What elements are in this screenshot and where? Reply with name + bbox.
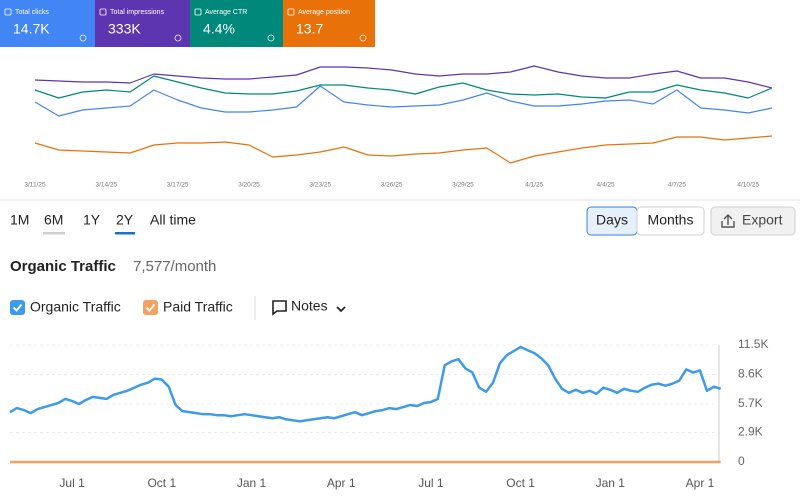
series-line [34, 85, 773, 117]
metric-checkbox [4, 8, 12, 16]
metric-checkbox [287, 8, 295, 16]
y-tick-label: 0 [738, 454, 745, 468]
range-tab[interactable]: 1Y [83, 212, 101, 228]
range-tab[interactable]: All time [150, 212, 196, 228]
x-tick-label: 4/7/25 [668, 182, 686, 189]
range-tab[interactable]: 1M [10, 212, 29, 228]
x-tick-label: 4/4/25 [597, 182, 615, 189]
y-tick-label: 8.6K [738, 367, 763, 381]
metric-checkbox [194, 8, 202, 16]
x-tick-label: 3/26/25 [381, 182, 403, 189]
x-tick-label: 3/20/25 [238, 182, 260, 189]
x-tick-label: 3/14/25 [95, 182, 117, 189]
notes-icon [272, 300, 287, 316]
x-tick-label: 4/1/25 [525, 182, 543, 189]
metric-label: Total impressions [110, 9, 165, 16]
x-tick-label: Oct 1 [506, 476, 535, 490]
metric-card[interactable] [95, 0, 190, 47]
export-button[interactable] [710, 206, 796, 236]
subtitle: 7,577/month [133, 258, 216, 275]
range-tab[interactable]: 6M [44, 212, 63, 228]
export-label: Export [742, 212, 783, 228]
legend-check [12, 303, 23, 312]
metric-label: Average CTR [205, 9, 247, 16]
legend-checkbox[interactable] [143, 300, 158, 315]
legend-checkbox[interactable] [10, 300, 25, 315]
legend-label: Organic Traffic [30, 299, 121, 315]
metric-card[interactable] [283, 0, 375, 47]
x-tick-label: 3/11/25 [24, 182, 46, 189]
series-line [9, 345, 722, 423]
metric-help-icon [359, 34, 367, 42]
metric-label: Total clicks [15, 9, 49, 16]
y-tick-label: 11.5K [738, 337, 768, 351]
metric-card[interactable] [0, 0, 95, 47]
metric-checkbox [99, 8, 107, 16]
view-button-label: Days [596, 212, 628, 228]
x-tick-label: Apr 1 [686, 476, 715, 490]
x-tick-label: 3/17/25 [167, 182, 189, 189]
metric-value: 333K [108, 21, 141, 37]
series-line [34, 65, 773, 89]
legend-label: Paid Traffic [163, 299, 233, 315]
notes-chevron [336, 306, 346, 313]
metric-help-icon [79, 34, 87, 42]
metric-value: 4.4% [203, 21, 235, 37]
metric-help-icon [174, 34, 182, 42]
metric-card[interactable] [190, 0, 283, 47]
legend-check [145, 303, 156, 312]
metric-value: 13.7 [296, 21, 323, 37]
x-tick-label: Jan 1 [596, 476, 626, 490]
x-tick-label: Apr 1 [327, 476, 356, 490]
view-button-label: Months [648, 212, 694, 228]
series-line [34, 75, 773, 99]
title: Organic Traffic [10, 258, 116, 275]
metric-help-icon [267, 34, 275, 42]
y-tick-label: 5.7K [738, 396, 763, 410]
metric-label: Average position [298, 9, 350, 16]
series-line [34, 135, 773, 164]
x-tick-label: Oct 1 [147, 476, 176, 490]
x-tick-label: 4/10/25 [737, 182, 759, 189]
view-button[interactable] [636, 206, 705, 236]
x-tick-label: Jan 1 [237, 476, 267, 490]
notes-label[interactable]: Notes [291, 298, 328, 314]
x-tick-label: Jul 1 [59, 476, 85, 490]
range-tab[interactable]: 2Y [116, 212, 134, 228]
range-tab-hover [43, 232, 65, 235]
x-tick-label: 3/23/25 [309, 182, 331, 189]
metric-value: 14.7K [13, 21, 50, 37]
range-tab-underline [115, 232, 135, 235]
x-tick-label: 3/29/25 [452, 182, 474, 189]
y-tick-label: 2.9K [738, 425, 763, 439]
export-icon [721, 214, 735, 228]
x-tick-label: Jul 1 [418, 476, 444, 490]
